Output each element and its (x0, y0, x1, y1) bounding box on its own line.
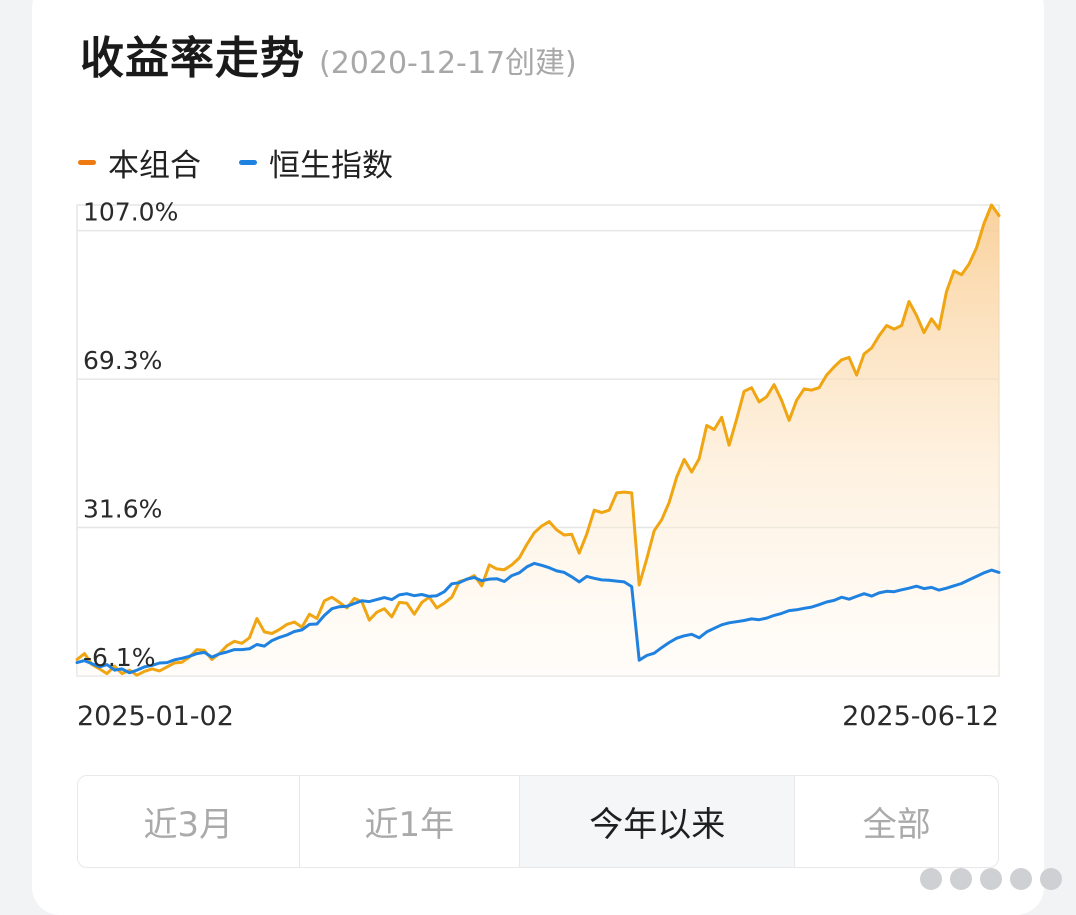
pager-dot (1040, 868, 1062, 890)
tab-1-year-label: 近1年 (364, 805, 455, 845)
y-tick-label: -6.1% (83, 643, 156, 672)
y-tick-label: 107.0% (83, 198, 178, 227)
legend-item-portfolio[interactable]: 本组合 (78, 140, 201, 185)
x-tick-label-start: 2025-01-02 (77, 701, 234, 732)
chart-subtitle: (2020-12-17创建) (319, 46, 577, 81)
tab-all-label: 全部 (862, 805, 931, 845)
x-tick-label-end: 2025-06-12 (842, 701, 999, 732)
pager-dots (920, 868, 1070, 890)
tab-1-year[interactable]: 近1年 (300, 776, 521, 867)
pager-dot (950, 868, 972, 890)
legend-swatch-portfolio (78, 160, 96, 165)
hsi-line (75, 561, 1001, 675)
chart-title: 收益率走势 (80, 33, 305, 84)
tab-3-months-label: 近3月 (143, 805, 234, 845)
legend-label-hsi: 恒生指数 (269, 148, 393, 184)
tab-3-months[interactable]: 近3月 (78, 776, 300, 867)
y-tick-label: 69.3% (83, 346, 162, 375)
legend-label-portfolio: 本组合 (108, 148, 201, 184)
portfolio-line (75, 203, 1001, 677)
portfolio-area-fill (77, 205, 999, 676)
pager-dot (920, 868, 942, 890)
legend-item-hsi[interactable]: 恒生指数 (239, 140, 393, 185)
pager-dot (1010, 868, 1032, 890)
pager-dot (980, 868, 1002, 890)
tab-year-to-date-label: 今年以来 (589, 805, 726, 845)
tab-all[interactable]: 全部 (795, 776, 998, 867)
legend-swatch-hsi (239, 160, 257, 165)
y-tick-label: 31.6% (83, 495, 162, 524)
tab-year-to-date[interactable]: 今年以来 (520, 776, 796, 867)
chart-header: 收益率走势 (2020-12-17创建) (80, 22, 577, 86)
period-tabs: 近3月 近1年 今年以来 全部 (77, 775, 999, 868)
chart-legend: 本组合 恒生指数 (78, 140, 431, 185)
